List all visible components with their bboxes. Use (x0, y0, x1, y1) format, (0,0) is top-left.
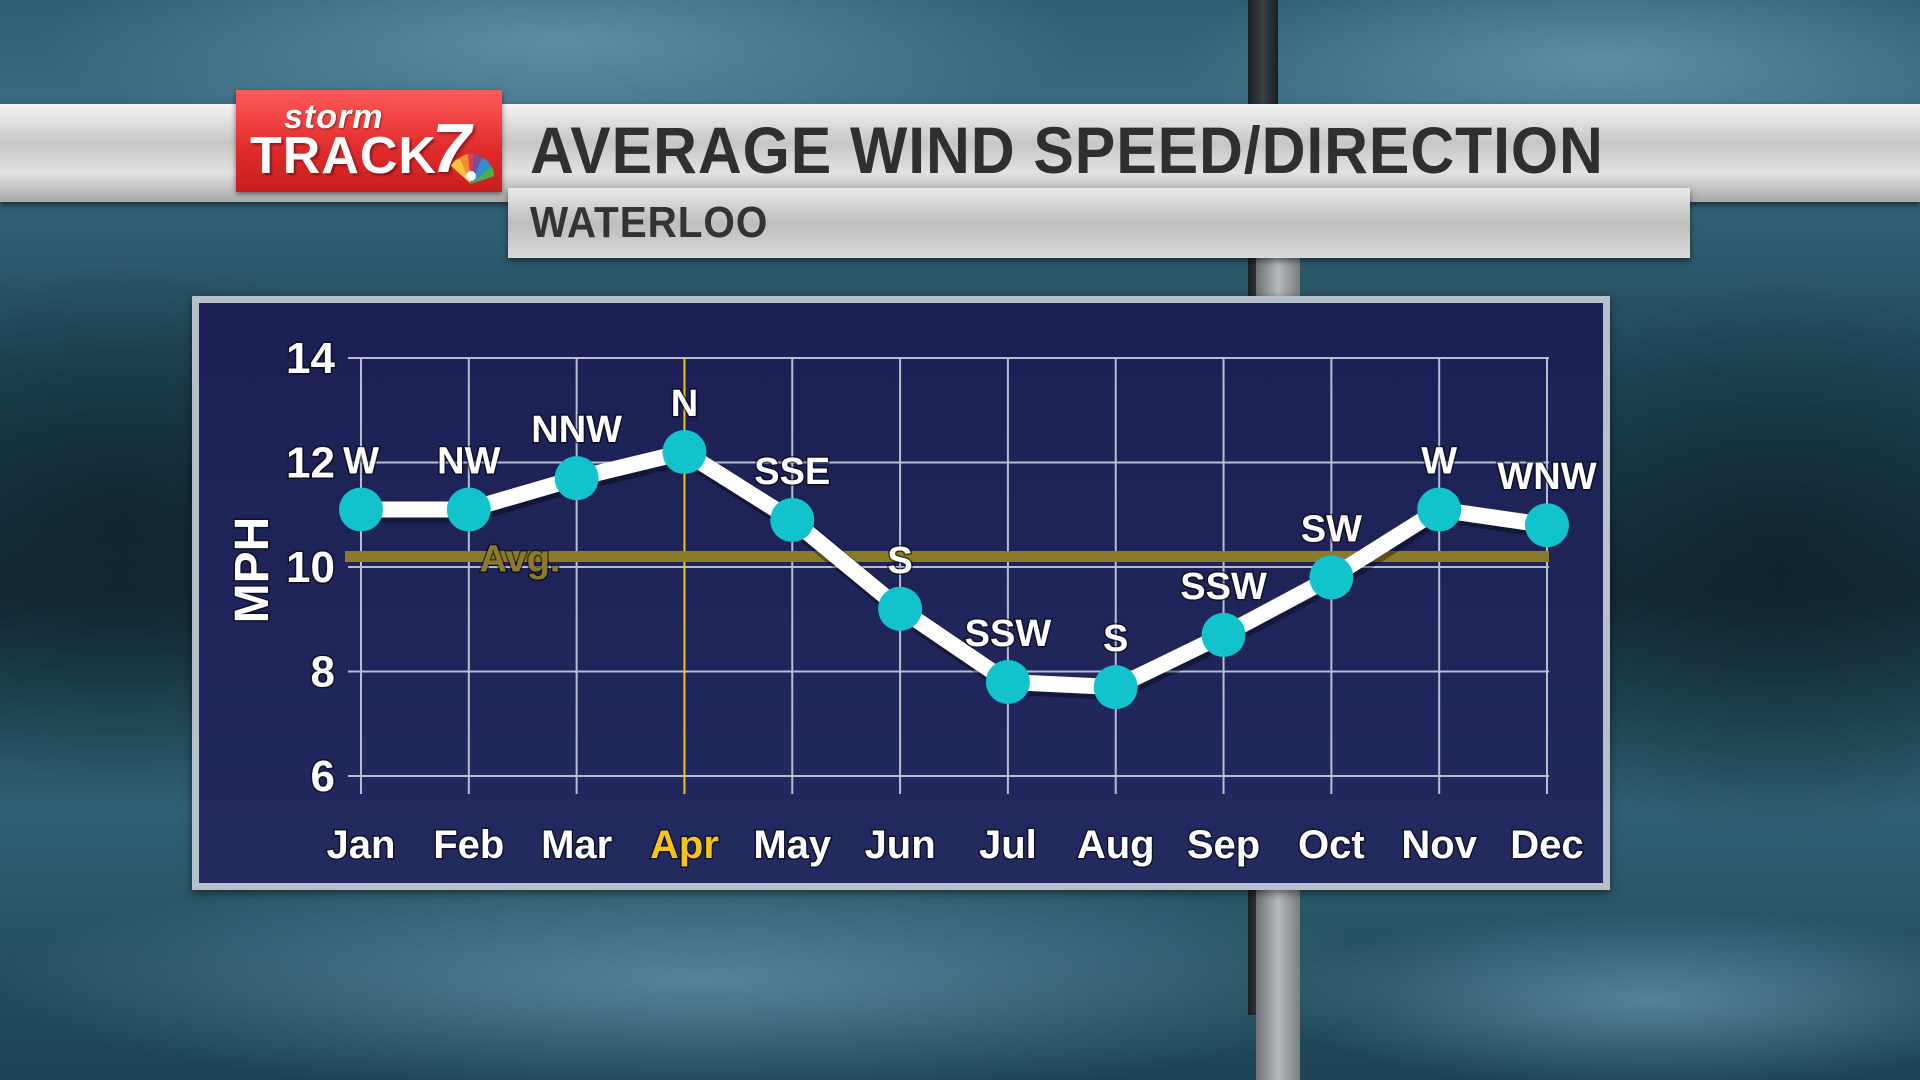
wind-direction-label: SSW (1180, 566, 1267, 608)
data-point (339, 487, 383, 532)
wind-direction-label: WNW (1497, 456, 1596, 498)
data-point (1201, 612, 1246, 657)
wind-direction-label: SW (1301, 508, 1362, 550)
x-tick-label: Aug (1077, 823, 1155, 867)
x-tick-label: Oct (1298, 823, 1365, 867)
x-tick-label: Apr (650, 823, 719, 867)
data-point (554, 456, 599, 501)
page-title: AVERAGE WIND SPEED/DIRECTION (530, 113, 1604, 187)
wind-direction-label: NW (437, 441, 500, 483)
wind-direction-label: SSW (965, 613, 1052, 655)
x-tick-label: Jun (865, 823, 936, 867)
y-tick-label: 10 (286, 543, 335, 592)
logo-storm-text: storm (284, 98, 384, 136)
data-point (1525, 503, 1569, 548)
y-tick-label: 6 (311, 752, 335, 801)
wind-direction-label: NNW (531, 409, 622, 451)
y-tick-label: 8 (311, 648, 335, 697)
data-point (1093, 665, 1138, 710)
data-point (1417, 487, 1462, 532)
data-point (878, 586, 923, 631)
wind-direction-label: W (1421, 441, 1457, 483)
subtitle-banner (508, 188, 1690, 258)
data-point (985, 659, 1030, 704)
peacock-icon (451, 153, 495, 184)
data-point (1309, 555, 1354, 600)
storm-track-7-logo: storm TRACK 7 (236, 90, 502, 192)
data-point (662, 430, 707, 475)
data-point (770, 497, 815, 542)
x-tick-label: Mar (541, 823, 612, 867)
x-tick-label: Dec (1510, 823, 1583, 867)
wind-direction-label: N (671, 383, 698, 425)
x-tick-label: Jan (327, 823, 396, 867)
x-tick-label: Jul (979, 823, 1037, 867)
wind-direction-label: S (1103, 618, 1128, 660)
x-tick-label: Sep (1187, 823, 1260, 867)
data-point (446, 487, 491, 532)
wind-direction-label: S (887, 540, 912, 582)
x-tick-label: Nov (1401, 823, 1477, 867)
y-tick-label: 14 (286, 334, 335, 383)
average-label: Avg. (480, 539, 561, 581)
logo-track-text: TRACK (250, 127, 437, 185)
wind-direction-label: SSE (754, 451, 830, 493)
x-tick-label: Feb (433, 823, 504, 867)
y-axis-label: MPH (226, 517, 279, 624)
x-tick-label: May (753, 823, 832, 867)
page-subtitle: WATERLOO (530, 198, 769, 247)
wind-direction-label: W (343, 441, 379, 483)
y-tick-label: 12 (286, 439, 335, 488)
